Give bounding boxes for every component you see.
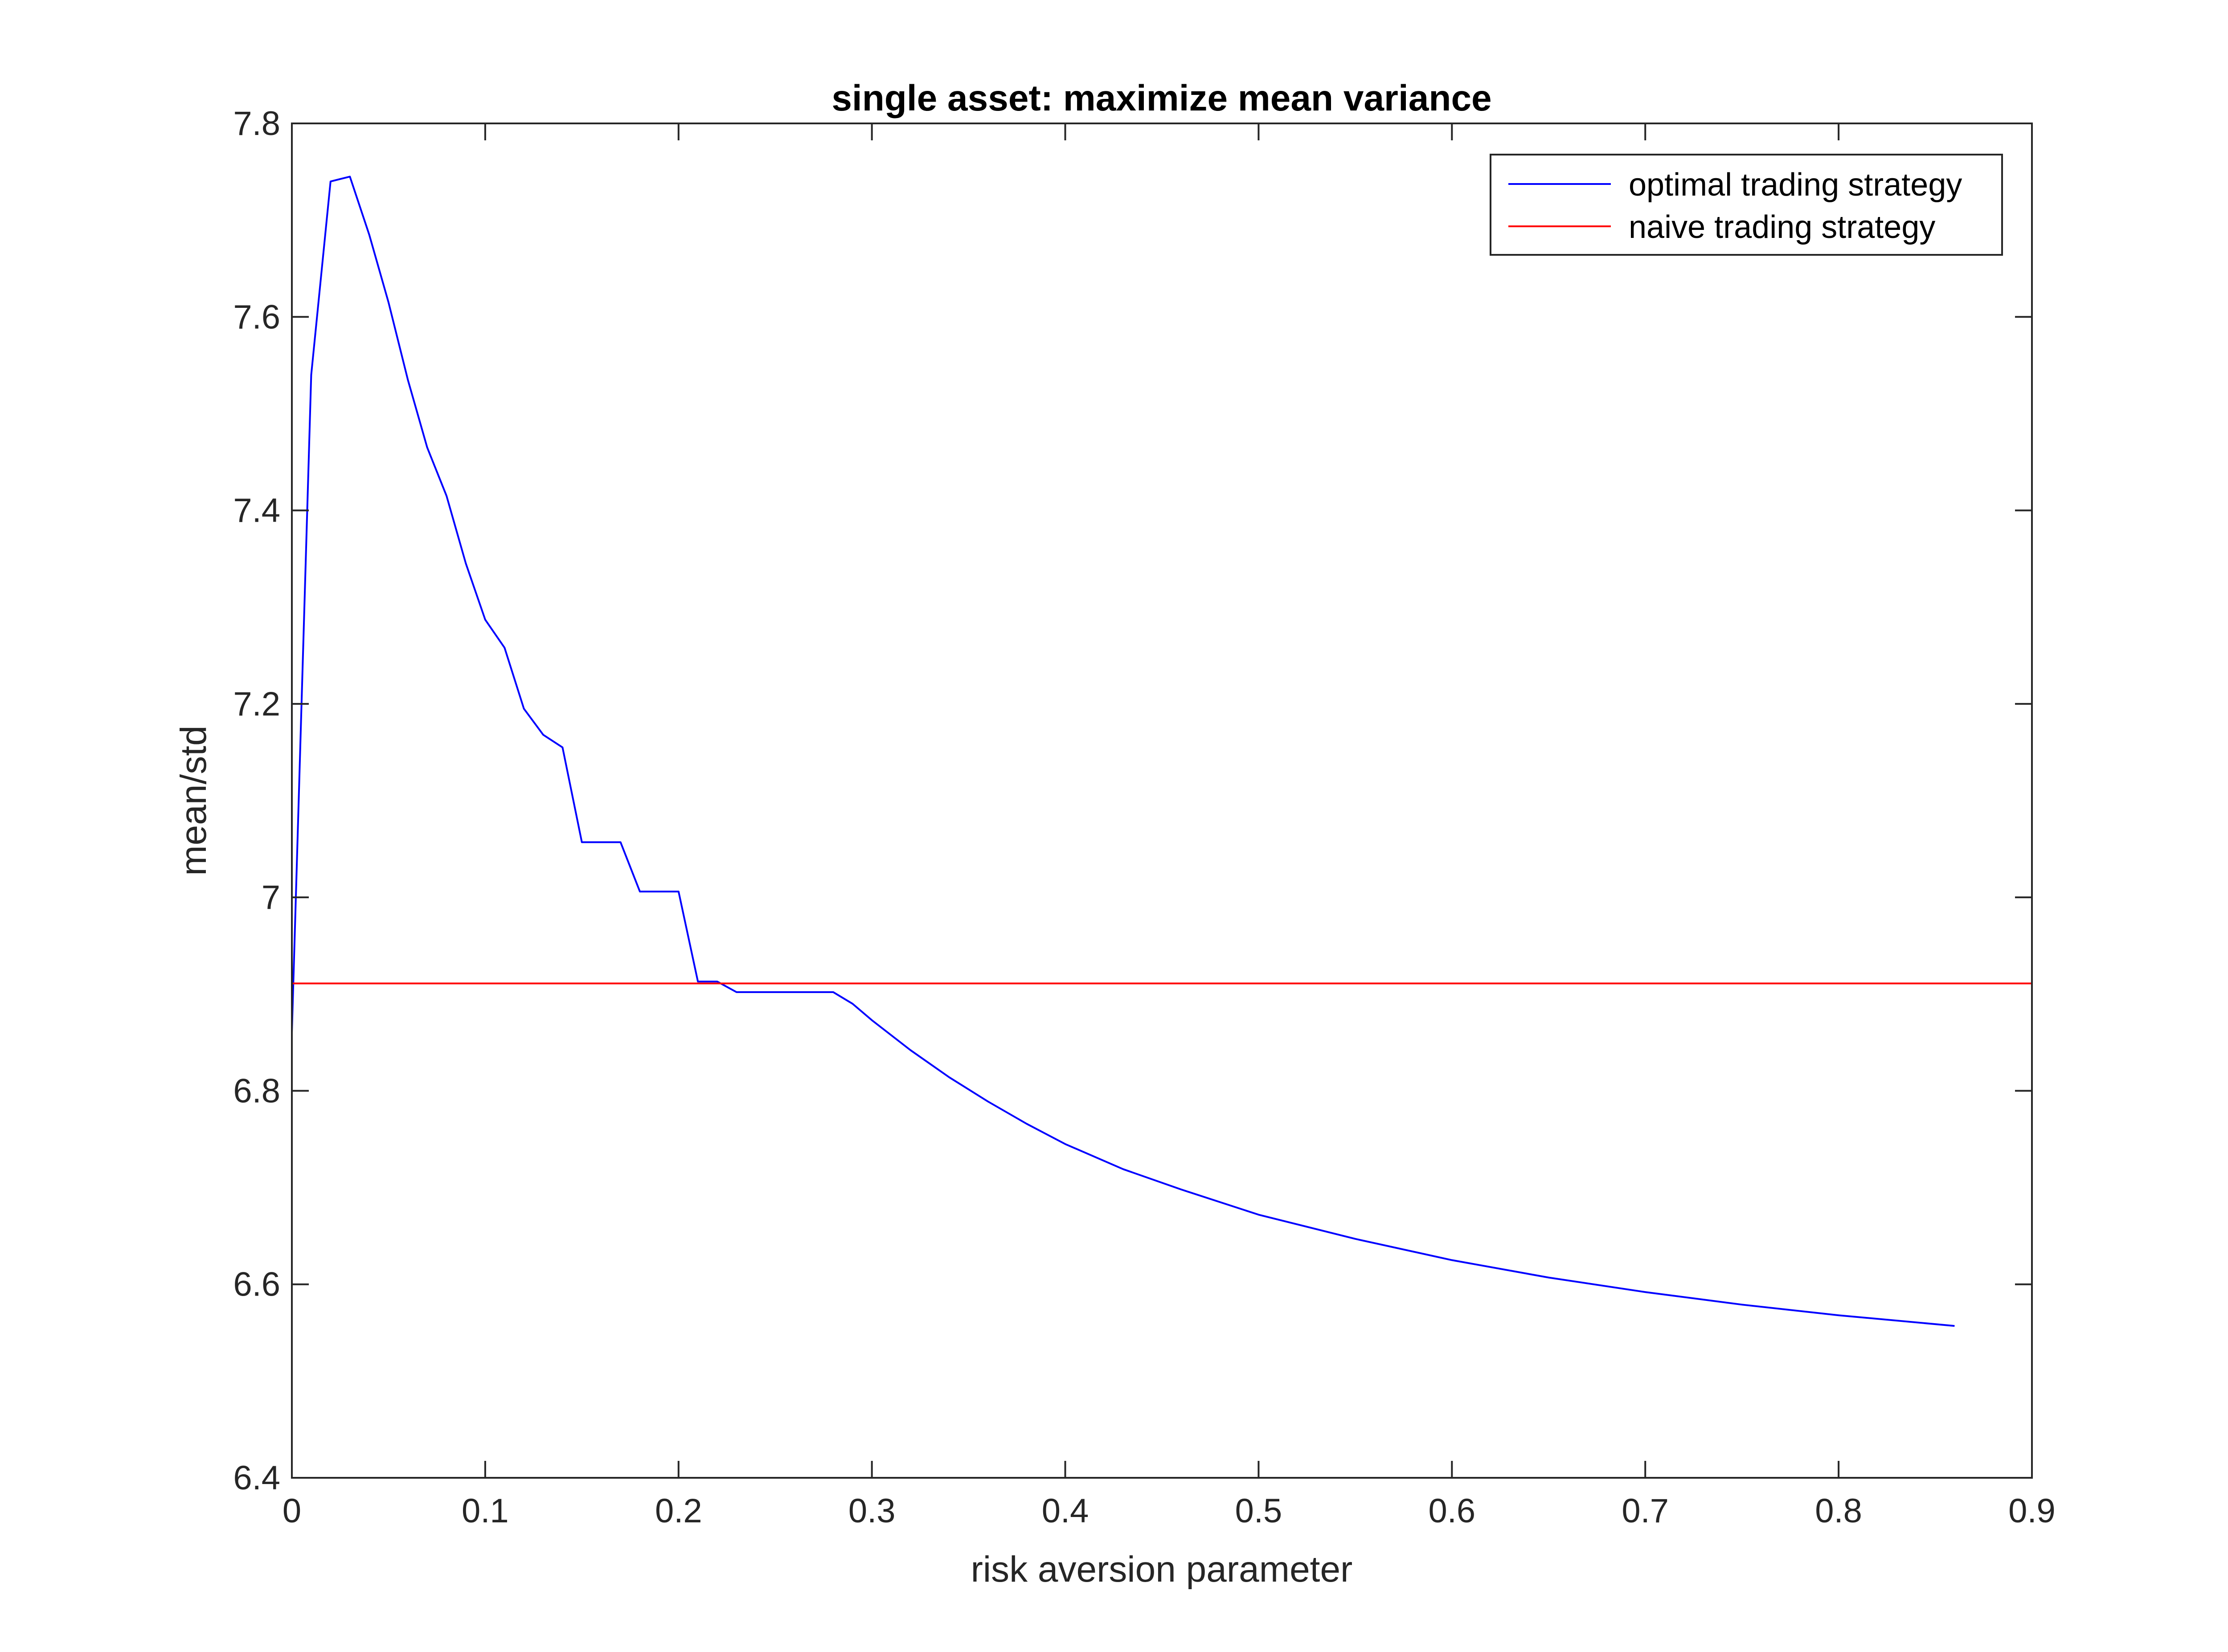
- x-tick-label: 0.2: [655, 1492, 702, 1530]
- y-tick-label: 7.4: [233, 492, 280, 530]
- series-line-optimal: [291, 176, 1955, 1327]
- y-axis-label: mean/std: [173, 725, 214, 875]
- y-tick-label: 7: [262, 879, 280, 916]
- x-tick-label: 0.4: [1042, 1492, 1089, 1530]
- legend-label-optimal: optimal trading strategy: [1629, 167, 1962, 203]
- y-tick-label: 6.4: [233, 1459, 280, 1497]
- x-axis-label: risk aversion parameter: [971, 1549, 1353, 1590]
- x-tick-label: 0.7: [1622, 1492, 1669, 1530]
- x-tick-label: 0.3: [848, 1492, 896, 1530]
- y-tick-label: 6.6: [233, 1266, 280, 1304]
- legend-label-naive: naive trading strategy: [1629, 209, 1935, 245]
- x-ticks: 0 0.1 0.2 0.3 0.4 0.5 0.6 0.7 0.8 0.9: [283, 123, 2056, 1530]
- legend: optimal trading strategy naive trading s…: [1490, 154, 2003, 256]
- x-tick-label: 0: [283, 1492, 301, 1530]
- y-tick-label: 7.2: [233, 685, 280, 723]
- y-ticks: 6.4 6.6 6.8 7 7.2 7.4 7.6 7.8: [233, 105, 2032, 1497]
- legend-box: [1490, 154, 2003, 256]
- x-tick-label: 0.8: [1815, 1492, 1862, 1530]
- x-tick-label: 0.9: [2008, 1492, 2056, 1530]
- chart-title: single asset: maximize mean variance: [831, 78, 1491, 119]
- y-tick-label: 6.8: [233, 1072, 280, 1110]
- series-layer: [291, 176, 2032, 1327]
- x-tick-label: 0.6: [1429, 1492, 1476, 1530]
- x-tick-label: 0.1: [462, 1492, 509, 1530]
- y-tick-label: 7.8: [233, 105, 280, 143]
- axes-box: [291, 123, 2033, 1479]
- x-tick-label: 0.5: [1235, 1492, 1282, 1530]
- plot-area: [292, 123, 2032, 1478]
- y-tick-label: 7.6: [233, 298, 280, 336]
